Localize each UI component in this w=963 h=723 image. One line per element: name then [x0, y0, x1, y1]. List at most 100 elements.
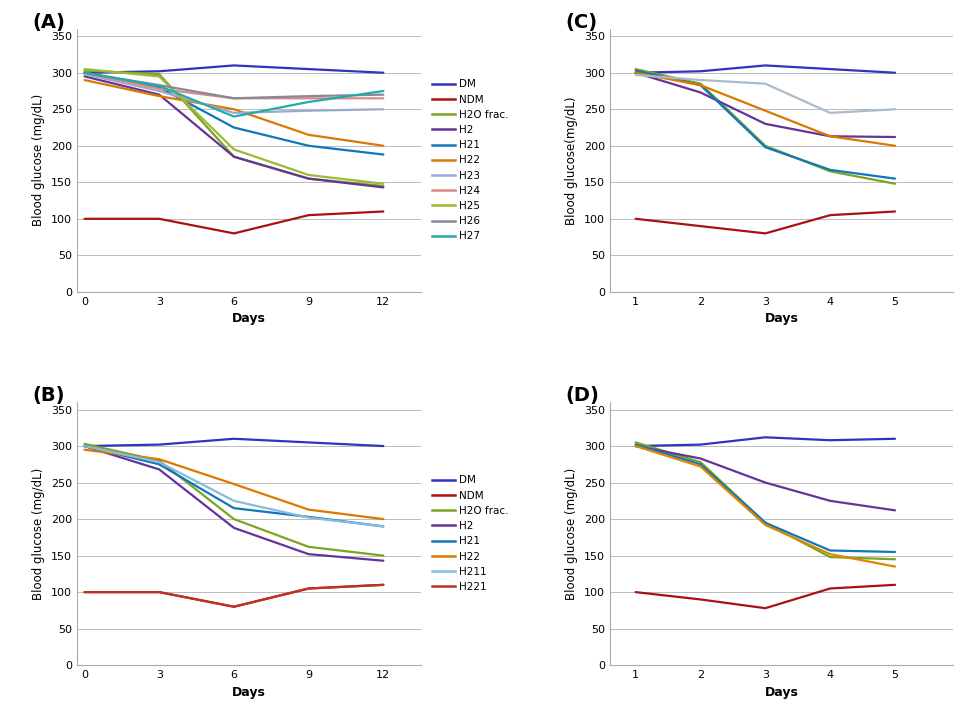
H2O frac.	[377, 551, 389, 560]
Y-axis label: Blood glucose(mg/dL): Blood glucose(mg/dL)	[565, 96, 578, 225]
H26	[153, 81, 165, 90]
S3	[889, 506, 900, 515]
H22	[153, 455, 165, 463]
Text: (D): (D)	[565, 387, 599, 406]
H221	[302, 584, 314, 593]
H26	[228, 94, 240, 103]
H27	[228, 112, 240, 121]
H21	[377, 150, 389, 159]
Line: H2O frac.: H2O frac.	[636, 69, 895, 184]
H21	[377, 522, 389, 531]
S31	[760, 143, 771, 152]
H2O frac.	[79, 440, 91, 448]
S3	[694, 88, 706, 97]
H2	[377, 183, 389, 192]
Line: S3: S3	[636, 73, 895, 137]
H23	[79, 70, 91, 79]
Line: H2O frac.: H2O frac.	[85, 444, 383, 555]
S3	[824, 497, 836, 505]
Line: DM: DM	[85, 439, 383, 446]
H26	[79, 69, 91, 77]
S32	[889, 142, 900, 150]
H22	[79, 445, 91, 454]
H211	[153, 458, 165, 466]
H21	[153, 460, 165, 469]
DM	[889, 435, 900, 443]
Line: S32: S32	[636, 73, 895, 146]
H2O frac.	[824, 167, 836, 176]
H2	[153, 465, 165, 474]
Line: H26: H26	[85, 73, 383, 98]
H26	[302, 92, 314, 100]
Line: NDM: NDM	[636, 585, 895, 608]
S32	[694, 81, 706, 90]
Line: H21: H21	[85, 73, 383, 155]
S311	[760, 521, 771, 529]
DM	[760, 433, 771, 442]
DM	[824, 65, 836, 74]
Line: H22: H22	[85, 80, 383, 146]
S31	[889, 547, 900, 556]
H2O frac.	[228, 515, 240, 523]
Text: (C): (C)	[565, 13, 597, 32]
Line: S31: S31	[636, 71, 895, 179]
S3	[760, 119, 771, 128]
H2	[228, 523, 240, 532]
H25	[377, 179, 389, 188]
S31	[694, 81, 706, 90]
Line: H23: H23	[85, 74, 383, 113]
Line: DM: DM	[636, 437, 895, 446]
H22	[228, 105, 240, 114]
NDM	[889, 581, 900, 589]
H2	[153, 90, 165, 99]
H23	[228, 108, 240, 117]
H2O frac.	[153, 70, 165, 79]
S31	[889, 174, 900, 183]
X-axis label: Days: Days	[232, 685, 266, 698]
H211	[377, 522, 389, 531]
Line: H21: H21	[85, 446, 383, 526]
NDM	[79, 215, 91, 223]
H22	[79, 76, 91, 85]
H21	[153, 83, 165, 92]
DM	[377, 442, 389, 450]
Line: S31: S31	[636, 445, 895, 552]
H25	[153, 72, 165, 81]
Text: (A): (A)	[33, 13, 65, 32]
NDM	[153, 588, 165, 596]
H21	[79, 442, 91, 450]
H2	[79, 72, 91, 81]
NDM	[694, 595, 706, 604]
Y-axis label: Blood glucose (mg/dL): Blood glucose (mg/dL)	[565, 468, 578, 600]
DM	[377, 69, 389, 77]
Line: H22: H22	[85, 450, 383, 519]
X-axis label: Days: Days	[765, 312, 798, 325]
DM	[79, 69, 91, 77]
Legend: DM, NDM, H2O frac., H2, H21, H22, H211, H221: DM, NDM, H2O frac., H2, H21, H22, H211, …	[428, 471, 512, 596]
Line: NDM: NDM	[85, 585, 383, 607]
NDM	[630, 588, 641, 596]
Line: H2: H2	[85, 77, 383, 187]
Legend: DM, NDM, H2O frac., H2, H21, H22, H23, H24, H25, H26, H27: DM, NDM, H2O frac., H2, H21, H22, H23, H…	[428, 75, 512, 246]
Line: NDM: NDM	[636, 212, 895, 234]
S311	[889, 562, 900, 571]
H2O frac.	[153, 456, 165, 465]
H2O frac.	[694, 458, 706, 466]
NDM	[228, 229, 240, 238]
DM	[824, 436, 836, 445]
H24	[79, 69, 91, 77]
H211	[228, 497, 240, 505]
NDM	[302, 584, 314, 593]
DM	[889, 69, 900, 77]
H22	[302, 505, 314, 514]
Line: H25: H25	[85, 69, 383, 184]
H22	[153, 92, 165, 100]
H2O frac.	[377, 181, 389, 190]
H21	[228, 504, 240, 513]
H23	[302, 106, 314, 115]
S33	[630, 71, 641, 80]
S32	[630, 69, 641, 77]
S311	[694, 462, 706, 471]
S33	[889, 105, 900, 114]
DM	[630, 69, 641, 77]
